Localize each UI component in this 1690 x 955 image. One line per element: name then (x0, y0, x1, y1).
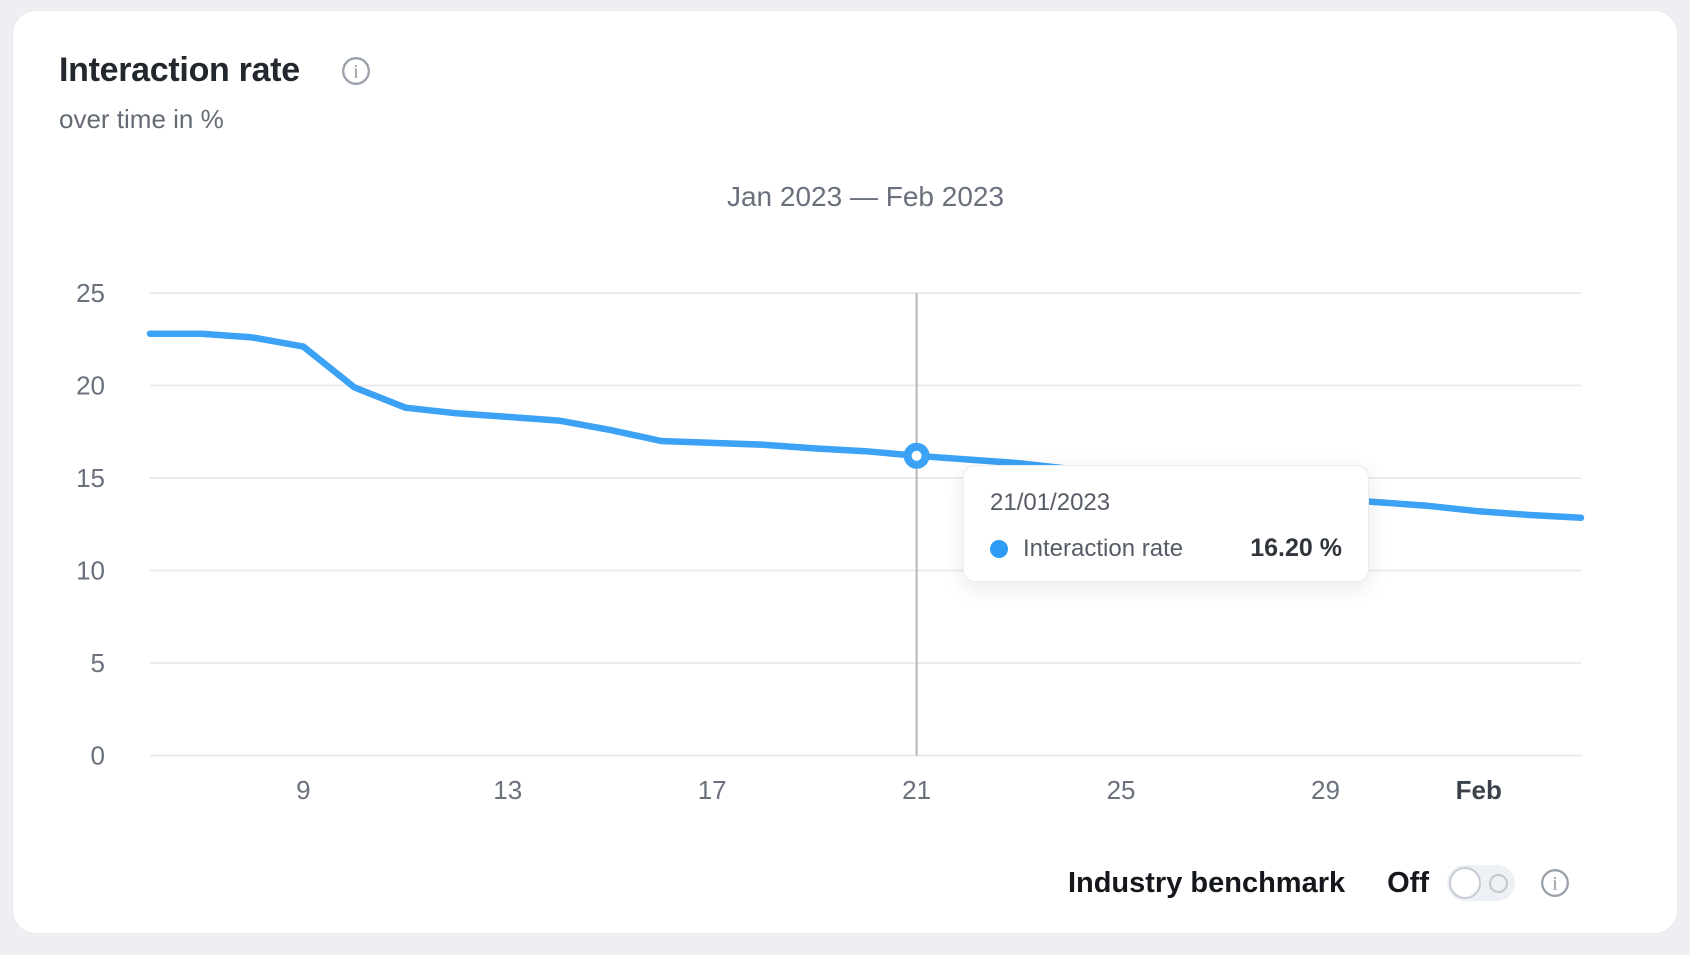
y-tick-label: 0 (91, 741, 105, 771)
toggle-off-ring-icon (1489, 874, 1508, 893)
highlighted-point[interactable] (908, 447, 926, 465)
chart-tooltip: 21/01/2023 Interaction rate 16.20 % (963, 465, 1369, 582)
x-tick-label: 21 (902, 775, 931, 805)
tooltip-date: 21/01/2023 (990, 489, 1342, 517)
benchmark-label: Industry benchmark (1068, 867, 1345, 900)
benchmark-footer: Industry benchmark Off i (1068, 863, 1570, 903)
x-tick-label: Feb (1456, 775, 1502, 805)
interaction-rate-chart[interactable]: 0 5 10 15 20 25 9 13 17 21 25 29 Feb (13, 11, 1690, 955)
y-tick-label: 20 (76, 371, 105, 401)
toggle-knob[interactable] (1449, 867, 1481, 899)
y-tick-label: 5 (91, 648, 105, 678)
x-tick-label: 13 (493, 775, 522, 805)
series-dot-icon (990, 540, 1008, 558)
x-tick-label: 17 (698, 775, 727, 805)
tooltip-series-row: Interaction rate 16.20 % (990, 534, 1342, 563)
benchmark-info-icon[interactable]: i (1540, 868, 1570, 898)
svg-text:i: i (1552, 874, 1557, 895)
y-tick-label: 15 (76, 463, 105, 493)
benchmark-state-label: Off (1387, 867, 1429, 900)
x-tick-label: 9 (296, 775, 310, 805)
x-tick-label: 29 (1311, 775, 1340, 805)
x-tick-label: 25 (1107, 775, 1136, 805)
y-tick-label: 25 (76, 278, 105, 308)
tooltip-series-label: Interaction rate (1023, 535, 1183, 563)
tooltip-value: 16.20 % (1250, 534, 1342, 563)
interaction-rate-card: Interaction rate i over time in % Jan 20… (12, 10, 1678, 934)
y-tick-label: 10 (76, 556, 105, 586)
industry-benchmark-toggle[interactable] (1447, 865, 1515, 901)
